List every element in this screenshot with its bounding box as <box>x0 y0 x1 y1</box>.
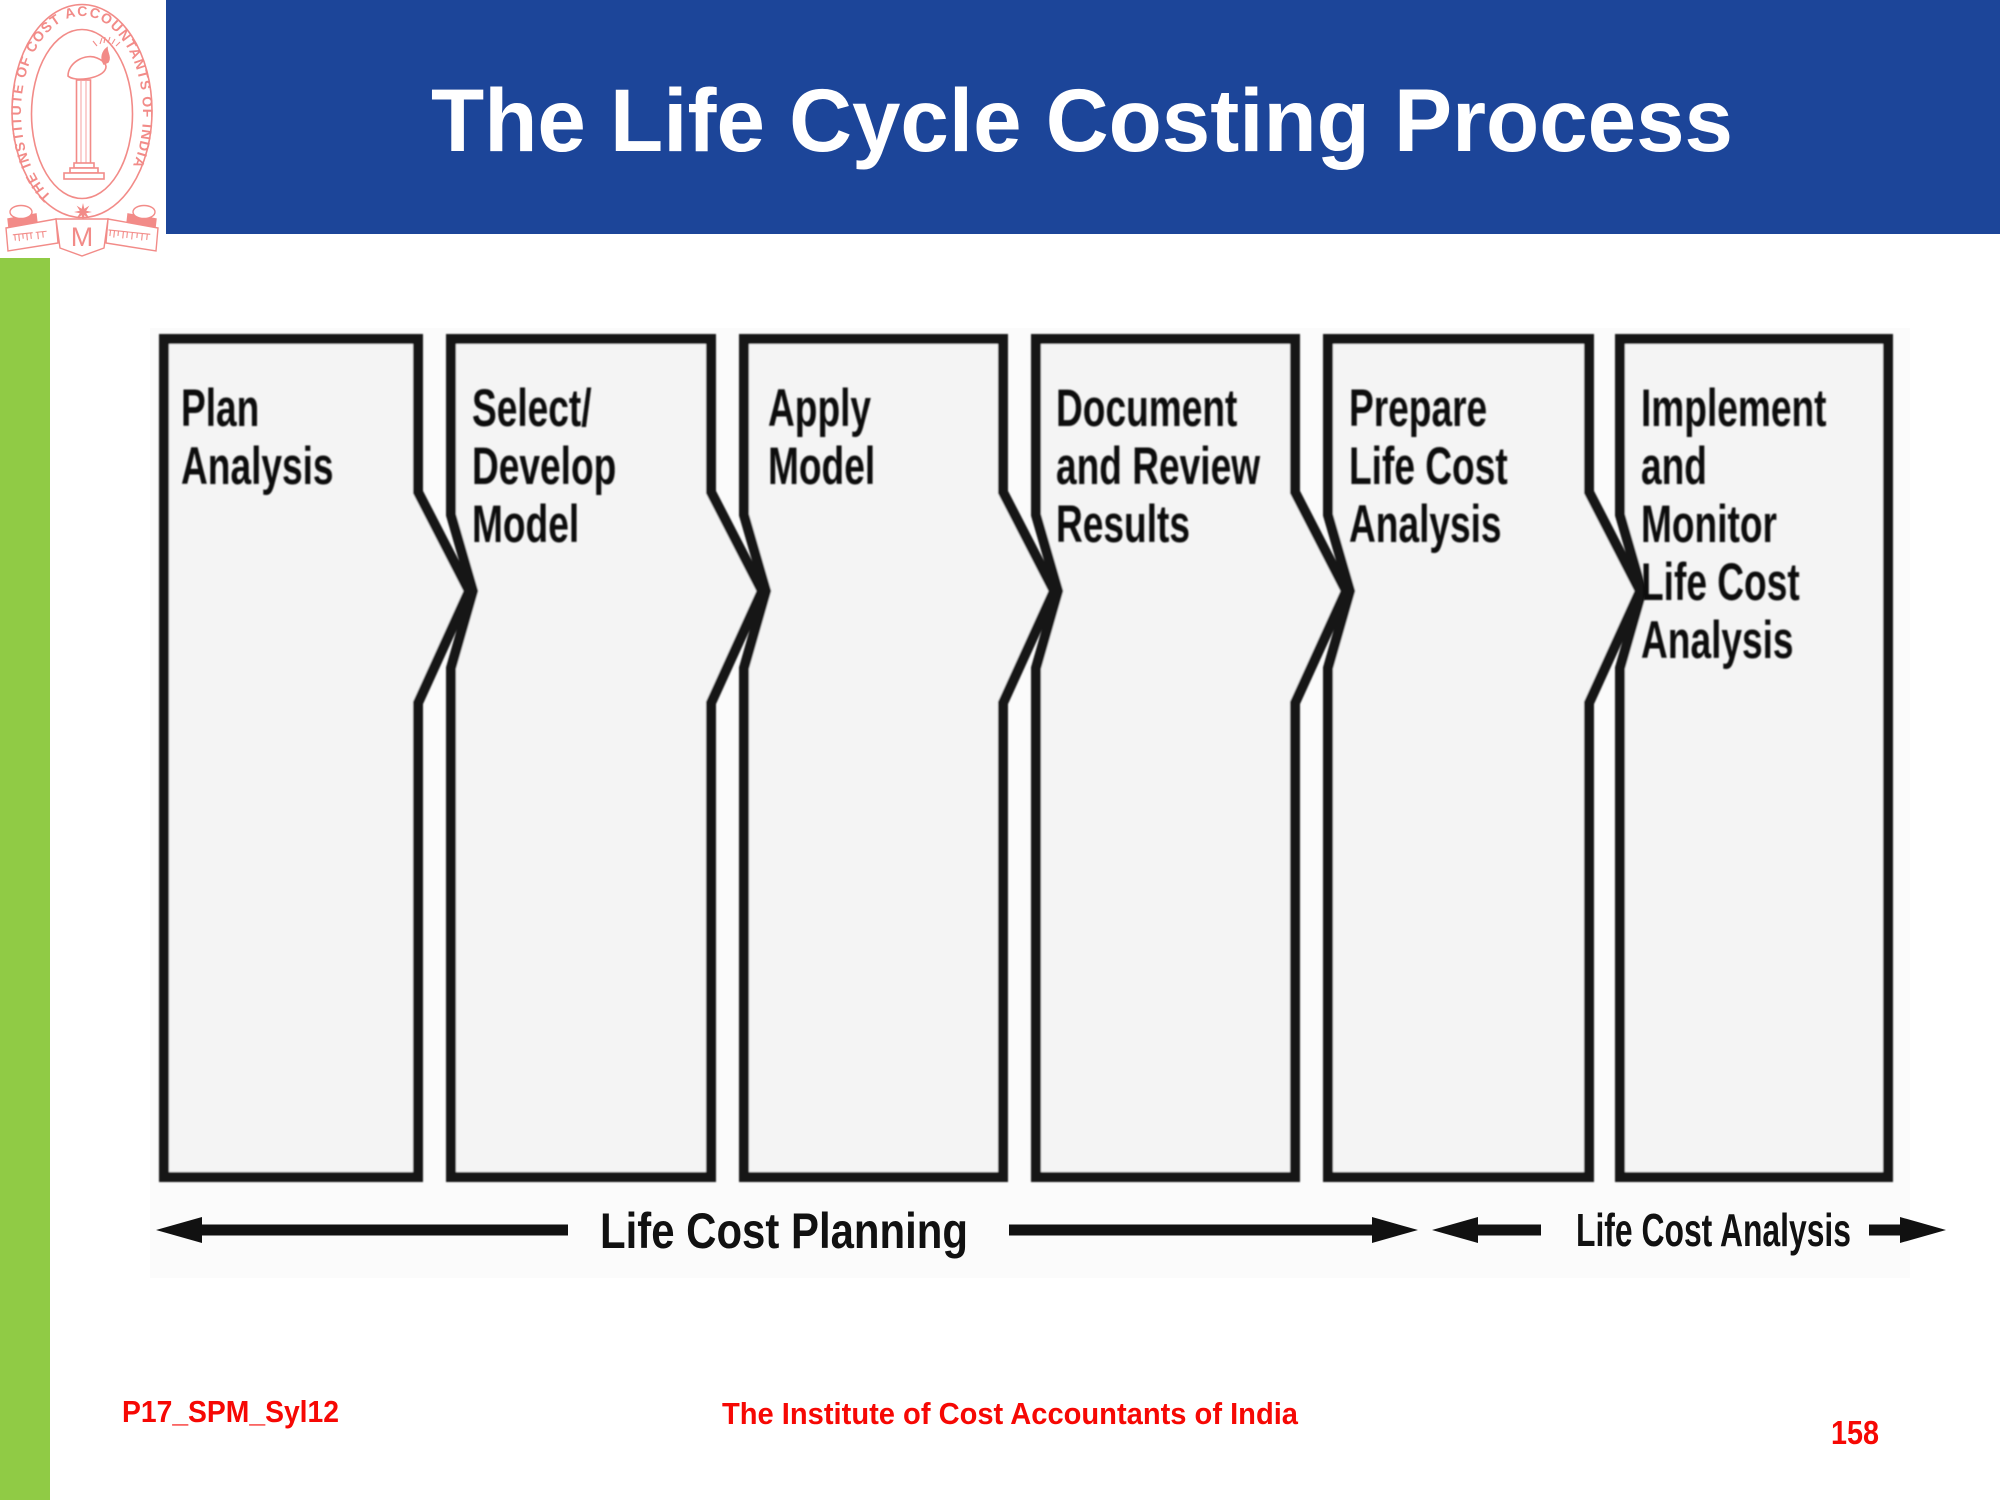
svg-text:Life Cost Analysis: Life Cost Analysis <box>1576 1204 1851 1256</box>
svg-text:P17_SPM_Syl12: P17_SPM_Syl12 <box>122 1394 339 1429</box>
svg-text:M: M <box>71 222 94 252</box>
svg-text:158: 158 <box>1831 1414 1879 1451</box>
svg-text:The Institute of Cost Accounta: The Institute of Cost Accountants of Ind… <box>722 1396 1299 1431</box>
svg-text:The Life Cycle Costing Process: The Life Cycle Costing Process <box>431 70 1733 170</box>
svg-text:Life Cost Planning: Life Cost Planning <box>600 1203 968 1259</box>
